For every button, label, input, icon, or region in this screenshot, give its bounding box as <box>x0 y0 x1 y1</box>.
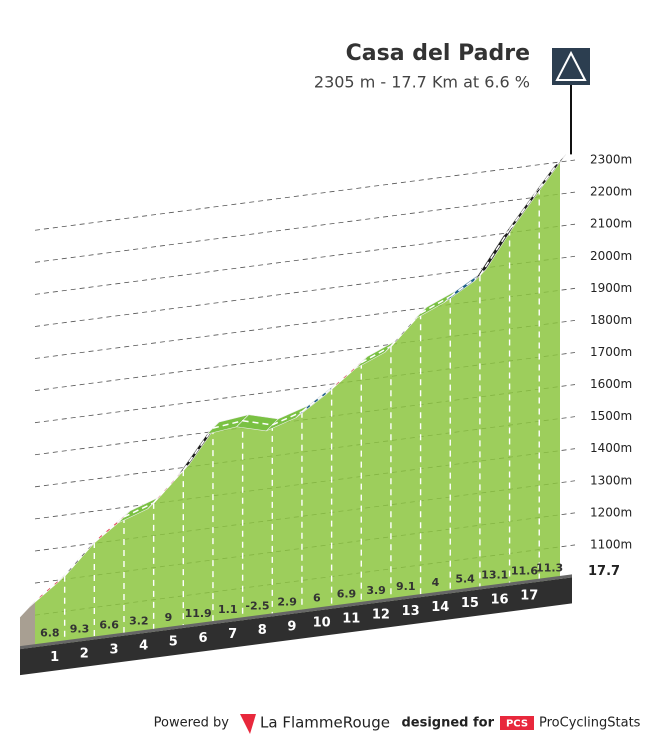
km-label: 6 <box>198 631 207 646</box>
base-strip <box>20 577 572 676</box>
pcs-box <box>500 716 534 730</box>
summit-badge: 1 <box>552 48 590 85</box>
base-top <box>20 574 572 650</box>
gradient-label: 3.2 <box>129 615 149 628</box>
badge-label: 1 <box>566 64 575 79</box>
gradient-label: 13.1 <box>481 568 508 581</box>
segment-center <box>271 411 303 426</box>
gradient-label: 6.8 <box>40 626 60 639</box>
chart-title: Casa del Padre <box>346 41 530 66</box>
segment-center <box>34 575 66 602</box>
segment-center <box>479 229 511 276</box>
segment-center <box>123 502 154 518</box>
gradient-label: 5.4 <box>455 572 475 585</box>
gradient-label: 6.9 <box>337 588 357 601</box>
km-label: 10 <box>313 615 331 630</box>
km-label: 16 <box>491 592 509 607</box>
profile-fill <box>35 160 560 648</box>
segment-center <box>93 516 125 543</box>
km-label: 15 <box>461 596 479 611</box>
segment-center <box>331 362 362 390</box>
grid-line <box>34 223 576 295</box>
y-tick-label: 2300m <box>590 153 632 167</box>
y-tick-label: 1300m <box>590 473 632 487</box>
gradient-label: 11.9 <box>185 607 212 620</box>
gradient-label: 6 <box>313 592 321 605</box>
segment-center <box>449 274 481 298</box>
km-label: 1 <box>50 650 59 665</box>
y-tick-label: 1100m <box>590 537 632 551</box>
km-label: 14 <box>431 600 449 615</box>
gradient-label: -2.5 <box>245 599 269 612</box>
gradient-label: 3.9 <box>366 584 386 597</box>
footer: Powered by La FlammeRouge designed for P… <box>154 714 641 734</box>
grid-line <box>34 159 576 231</box>
km-label: 4 <box>139 639 148 654</box>
gradient-label: 1.1 <box>218 603 238 616</box>
y-tick-label: 2000m <box>590 249 632 263</box>
segment-center <box>64 541 95 577</box>
designed-for: designed for <box>401 716 494 731</box>
y-tick-label: 1600m <box>590 377 632 391</box>
flag-icon <box>240 714 256 734</box>
y-tick-label: 2100m <box>590 217 632 231</box>
chart-subtitle: 2305 m - 17.7 Km at 6.6 % <box>314 73 530 92</box>
km-label: 17 <box>520 588 538 603</box>
distance-label: 17.7 <box>588 564 620 579</box>
gradient-label: 9 <box>165 611 173 624</box>
segment-center <box>538 159 561 189</box>
gradient-label: 11.6 <box>511 565 538 578</box>
gradient-label: 11.3 <box>536 561 563 574</box>
segment-center <box>242 419 273 426</box>
plot: 1100m 1200m 1300m 1400m 1500m 1600m 1700m 1800m… <box>20 85 632 676</box>
segment-center <box>301 388 333 413</box>
y-tick-label: 1800m <box>590 313 632 327</box>
km-label: 5 <box>169 635 178 650</box>
km-label: 13 <box>402 604 420 619</box>
gradient-label: 4 <box>432 576 440 589</box>
grid-line <box>34 191 576 263</box>
pcs-logo: PCS <box>506 719 528 730</box>
segment-center <box>212 420 243 429</box>
km-label: 3 <box>109 642 118 657</box>
gradient-label: 9.3 <box>70 622 90 635</box>
km-label: 8 <box>258 623 267 638</box>
segment-center <box>360 345 392 364</box>
y-tick-label: 1200m <box>590 505 632 519</box>
segment-center <box>390 312 422 347</box>
segment-center <box>420 295 451 314</box>
segment-center <box>153 469 184 504</box>
km-label: 12 <box>372 608 390 623</box>
y-tick-label: 2200m <box>590 185 632 199</box>
km-label: 9 <box>287 619 296 634</box>
km-label: 11 <box>342 612 360 627</box>
y-tick-label: 1700m <box>590 345 632 359</box>
gradient-label: 6.6 <box>99 619 119 632</box>
gradient-label: 2.9 <box>277 595 297 608</box>
km-label: 2 <box>80 646 89 661</box>
y-tick-label: 1500m <box>590 409 632 423</box>
brand: La FlammeRouge <box>260 714 390 732</box>
km-label: 7 <box>228 627 237 642</box>
y-tick-label: 1900m <box>590 281 632 295</box>
y-tick-label: 1400m <box>590 441 632 455</box>
powered-by: Powered by <box>154 716 230 731</box>
segment-center <box>508 188 540 230</box>
site-name: ProCyclingStats <box>539 716 641 731</box>
gradient-label: 9.1 <box>396 580 416 593</box>
badge-triangle <box>555 50 587 81</box>
side-face <box>20 601 35 650</box>
segment-center <box>182 427 214 471</box>
